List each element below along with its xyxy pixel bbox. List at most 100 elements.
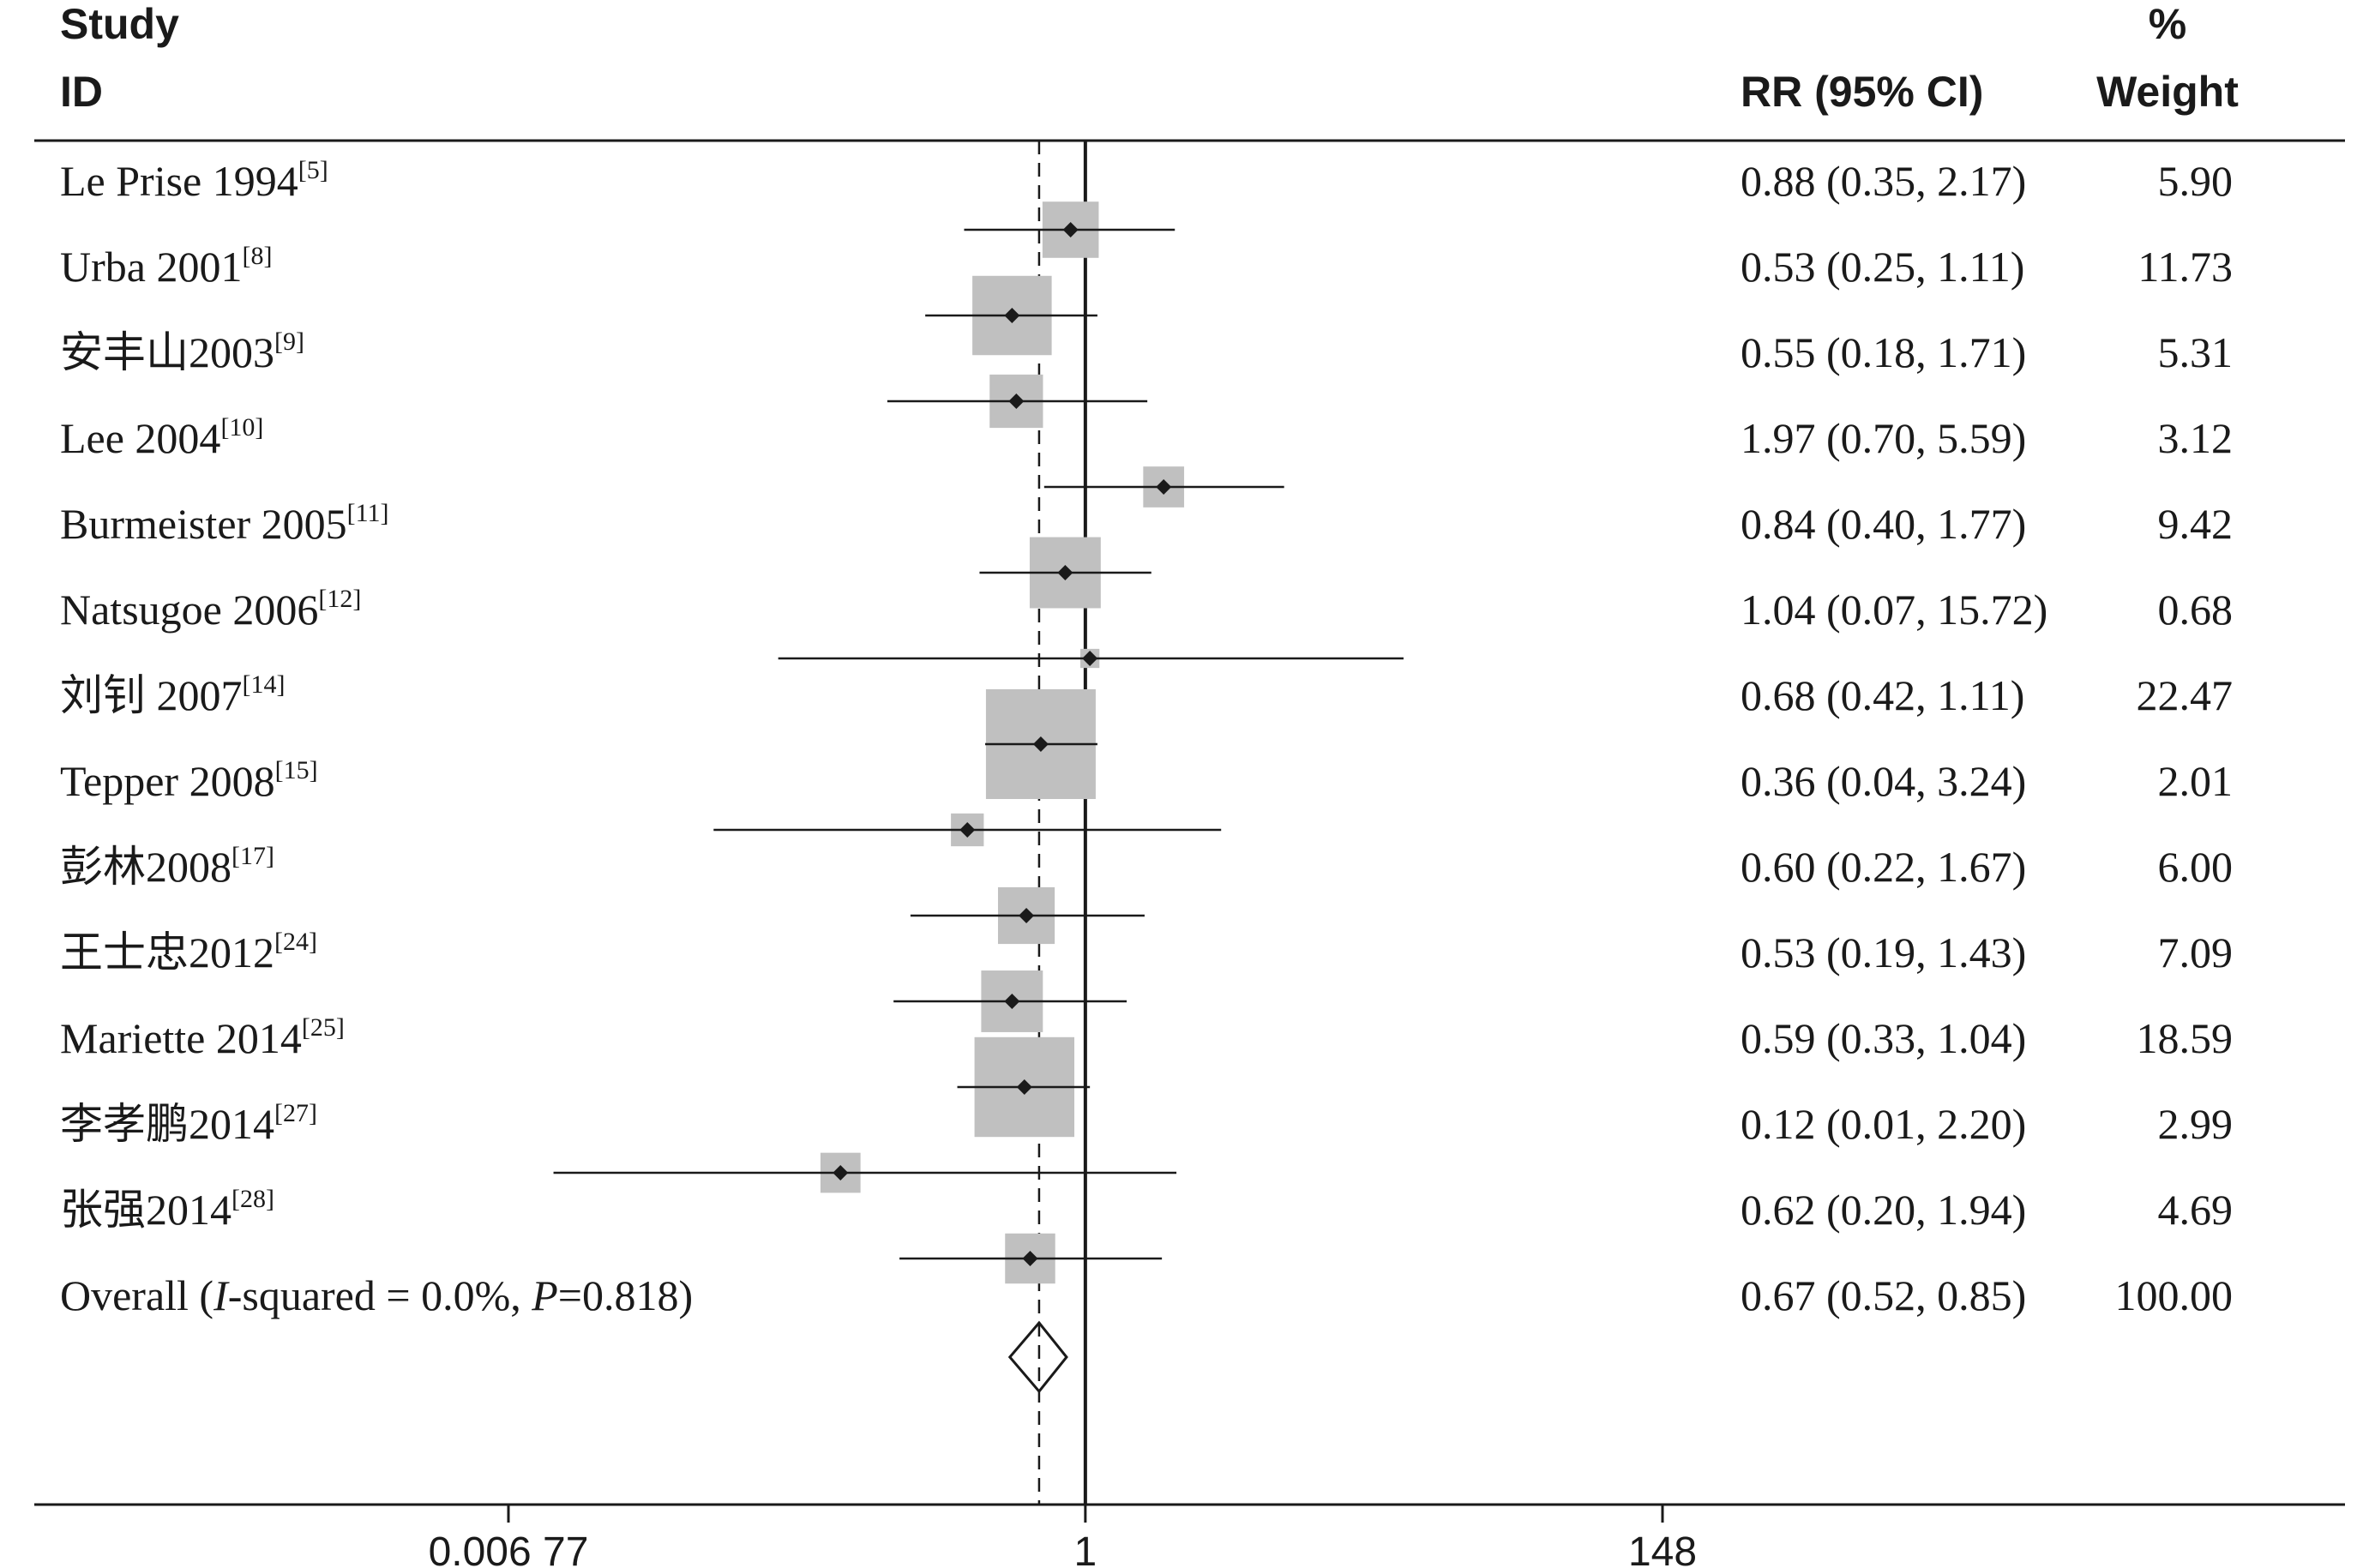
x-tick-label: 0.006 77 — [429, 1529, 589, 1568]
weight-text: 9.42 — [2158, 500, 2234, 548]
ci-text: 0.12 (0.01, 2.20) — [1741, 1100, 2026, 1148]
study-row: Lee 2004[10] 1.97 (0.70, 5.59) 3.12 — [60, 413, 2233, 508]
study-row: Urba 2001[8] 0.53 (0.25, 1.11) 11.73 — [60, 242, 2233, 356]
weight-text: 0.68 — [2158, 586, 2234, 634]
header-weight-percent: % — [2149, 0, 2186, 48]
study-ref: [15] — [275, 756, 318, 784]
header-weight: Weight — [2096, 68, 2239, 116]
point-estimate — [1008, 394, 1025, 409]
overall-label: Overall (I-squared = 0.0%, P=0.818) — [60, 1271, 693, 1319]
study-ref: [10] — [220, 413, 263, 442]
point-estimate — [1022, 1251, 1038, 1266]
study-row: Natsugoe 2006[12] 1.04 (0.07, 15.72) 0.68 — [60, 585, 2234, 669]
study-ref: [5] — [298, 156, 328, 184]
overall-i2: -squared = 0.0%, — [228, 1271, 532, 1319]
ci-text: 0.55 (0.18, 1.71) — [1741, 328, 2026, 376]
study-label: Mariette 2014[25] — [60, 1013, 345, 1062]
study-label: Tepper 2008[15] — [60, 756, 318, 805]
ci-text: 0.84 (0.40, 1.77) — [1741, 500, 2026, 548]
study-ref: [9] — [274, 327, 304, 356]
point-estimate — [1019, 908, 1035, 923]
study-label: Natsugoe 2006[12] — [60, 585, 361, 634]
header-id: ID — [60, 68, 103, 116]
study-ref: [14] — [243, 670, 286, 699]
study-row: 彭林2008[17] 0.60 (0.22, 1.67) 6.00 — [60, 842, 2234, 945]
ci-text: 0.60 (0.22, 1.67) — [1741, 843, 2026, 891]
ci-text: 0.53 (0.19, 1.43) — [1741, 928, 2026, 976]
overall-p: =0.818) — [558, 1271, 693, 1319]
ci-text: 0.59 (0.33, 1.04) — [1741, 1014, 2026, 1062]
point-estimate — [1082, 651, 1098, 666]
plot-area — [1037, 141, 1087, 1505]
study-name: Tepper 2008 — [60, 757, 275, 805]
point-estimate — [1016, 1079, 1032, 1095]
study-label: Lee 2004[10] — [60, 413, 263, 462]
study-row: 王士忠2012[24] 0.53 (0.19, 1.43) 7.09 — [60, 928, 2233, 1032]
study-row: 安丰山2003[9] 0.55 (0.18, 1.71) 5.31 — [60, 327, 2234, 429]
study-label: 彭林2008[17] — [60, 842, 274, 891]
study-name: Mariette 2014 — [60, 1014, 302, 1062]
study-ref: [11] — [347, 499, 389, 527]
ci-text: 0.68 (0.42, 1.11) — [1741, 671, 2024, 719]
weight-text: 7.09 — [2158, 928, 2234, 976]
study-label: 王士忠2012[24] — [60, 928, 317, 976]
ci-text: 0.53 (0.25, 1.11) — [1741, 243, 2024, 291]
point-estimate — [833, 1165, 849, 1181]
study-label: 刘钊 2007[14] — [60, 670, 285, 719]
study-label: Le Prise 1994[5] — [60, 156, 328, 205]
study-ref: [12] — [318, 585, 361, 613]
study-row: Mariette 2014[25] 0.59 (0.33, 1.04) 18.59 — [60, 1013, 2234, 1138]
study-ref: [24] — [274, 928, 317, 956]
point-estimate — [1057, 565, 1073, 580]
study-label: 张强2014[28] — [60, 1185, 274, 1234]
study-row: 李孝鹏2014[27] 0.12 (0.01, 2.20) 2.99 — [60, 1099, 2233, 1193]
study-label: 安丰山2003[9] — [60, 327, 304, 376]
study-label: Urba 2001[8] — [60, 242, 272, 291]
weight-text: 5.31 — [2158, 328, 2234, 376]
point-estimate — [1156, 479, 1172, 495]
header-study: Study — [60, 0, 179, 48]
x-axis-ticks: 0.006 77 1 148 — [429, 1505, 1697, 1568]
x-tick-label: 1 — [1074, 1529, 1097, 1568]
study-label: Burmeister 2005[11] — [60, 499, 389, 548]
weight-text: 5.90 — [2158, 157, 2234, 205]
study-ref: [27] — [274, 1099, 317, 1127]
study-ref: [25] — [302, 1013, 345, 1042]
study-name: Urba 2001 — [60, 243, 242, 291]
study-row: 张强2014[28] 0.62 (0.20, 1.94) 4.69 — [60, 1185, 2233, 1284]
point-estimate — [1032, 736, 1049, 752]
point-estimate — [1004, 994, 1020, 1009]
study-name: 王士忠2012 — [60, 928, 274, 976]
overall-i-italic: I — [213, 1271, 230, 1319]
weight-text: 11.73 — [2138, 243, 2233, 291]
header-effect: RR (95% CI) — [1741, 68, 1983, 116]
ci-text: 0.36 (0.04, 3.24) — [1741, 757, 2026, 805]
study-name: Burmeister 2005 — [60, 500, 347, 548]
weight-text: 6.00 — [2158, 843, 2234, 891]
study-name: Lee 2004 — [60, 414, 220, 462]
overall-ci-text: 0.67 (0.52, 0.85) — [1741, 1271, 2026, 1319]
study-ref: [17] — [231, 842, 274, 870]
weight-text: 2.01 — [2158, 757, 2234, 805]
ci-text: 1.97 (0.70, 5.59) — [1741, 414, 2026, 462]
weight-text: 22.47 — [2137, 671, 2234, 719]
study-row: Le Prise 1994[5] 0.88 (0.35, 2.17) 5.90 — [60, 156, 2233, 258]
overall-row: Overall (I-squared = 0.0%, P=0.818) 0.67 … — [60, 1271, 2233, 1394]
study-name: Natsugoe 2006 — [60, 586, 318, 634]
study-name: 彭林2008 — [60, 843, 231, 891]
study-row: Burmeister 2005[11] 0.84 (0.40, 1.77) 9.42 — [60, 499, 2234, 609]
ci-text: 1.04 (0.07, 15.72) — [1741, 586, 2047, 634]
ci-text: 0.88 (0.35, 2.17) — [1741, 157, 2026, 205]
overall-p-italic: P — [531, 1271, 558, 1319]
study-name: 李孝鹏2014 — [60, 1100, 274, 1148]
weight-text: 18.59 — [2137, 1014, 2234, 1062]
study-ref: [8] — [242, 242, 272, 270]
overall-prefix: Overall ( — [60, 1271, 213, 1319]
study-name: 张强2014 — [60, 1186, 231, 1234]
study-row: Tepper 2008[15] 0.36 (0.04, 3.24) 2.01 — [60, 756, 2234, 847]
ci-text: 0.62 (0.20, 1.94) — [1741, 1186, 2026, 1234]
x-tick-label: 148 — [1628, 1529, 1697, 1568]
point-estimate — [959, 822, 976, 838]
point-estimate — [1004, 308, 1020, 323]
